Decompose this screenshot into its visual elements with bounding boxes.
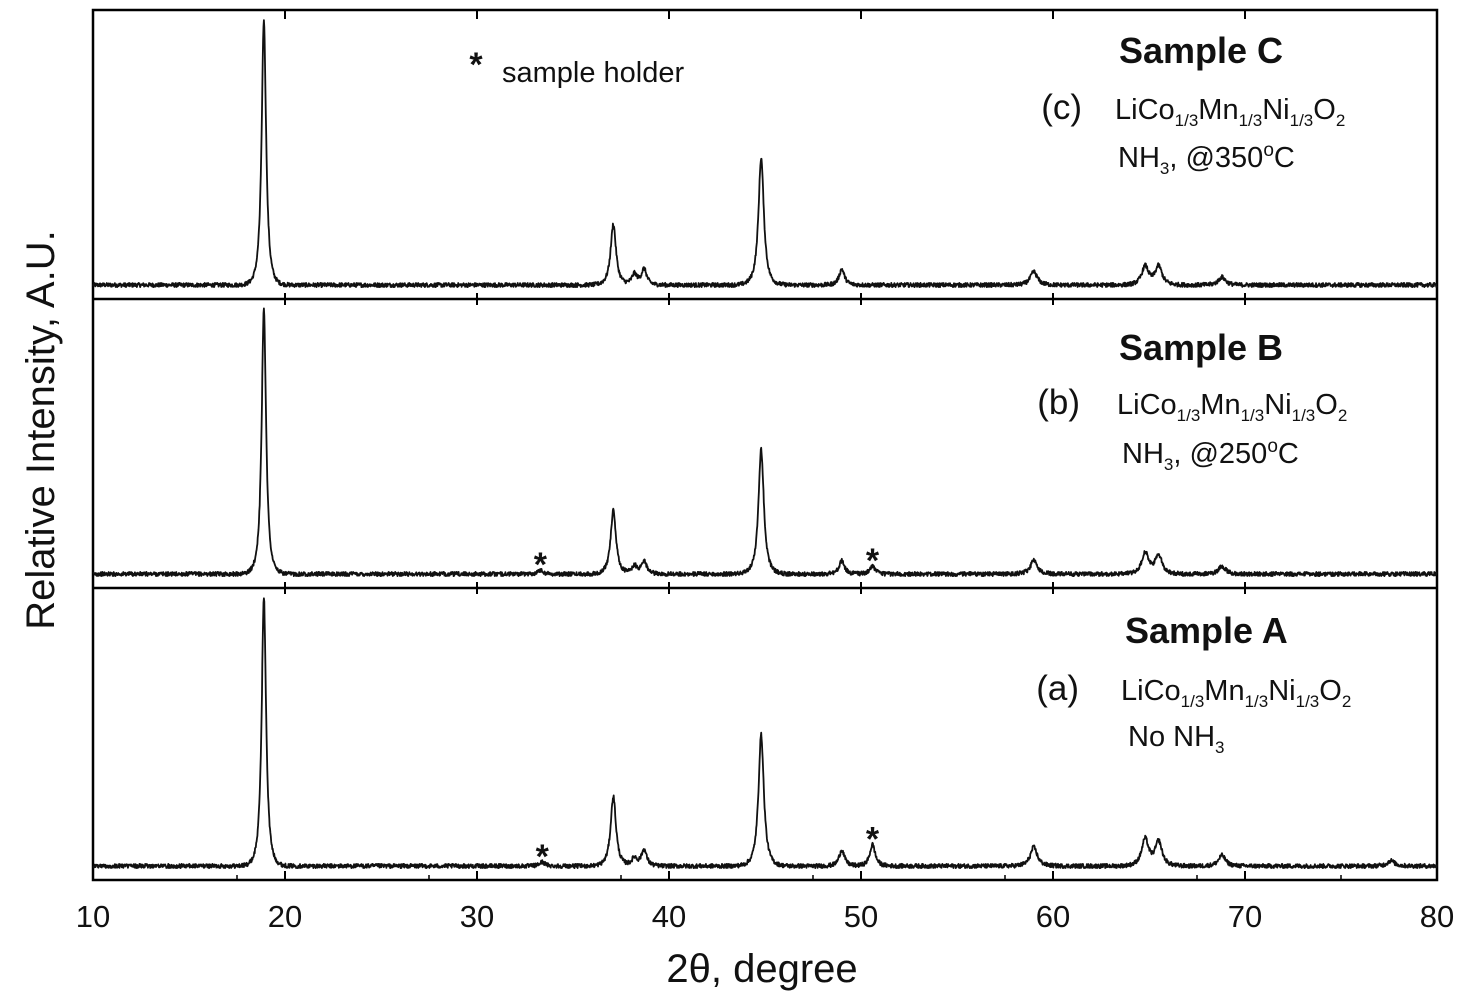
x-tick-label: 50 <box>844 899 878 934</box>
legend-text: sample holder <box>502 57 684 89</box>
subscript: 1/3 <box>1296 692 1320 711</box>
text-run: Ni <box>1262 94 1289 126</box>
legend-marker: * <box>469 46 483 84</box>
x-tick-label: 40 <box>652 899 686 934</box>
subscript: 1/3 <box>1175 111 1199 130</box>
series-trace-b <box>92 307 1438 577</box>
subscript: 2 <box>1338 406 1347 425</box>
panel-formula: LiCo1/3Mn1/3Ni1/3O2 <box>1115 94 1345 130</box>
panel-title: Sample A <box>1125 610 1288 651</box>
panel-letter: (b) <box>1037 383 1080 422</box>
text-run: No NH <box>1128 721 1215 753</box>
sample-holder-marker: * <box>534 546 548 584</box>
subscript: 2 <box>1342 692 1351 711</box>
subscript: 3 <box>1164 455 1173 474</box>
subscript: 1/3 <box>1290 111 1314 130</box>
text-run: LiCo <box>1115 94 1175 126</box>
text-run: C <box>1278 438 1299 470</box>
subscript: 1/3 <box>1239 111 1263 130</box>
text-run: O <box>1313 94 1336 126</box>
panel-condition: NH3, @350oC <box>1118 140 1295 178</box>
panel-letter: (a) <box>1036 669 1079 708</box>
y-axis-title: Relative Intensity, A.U. <box>19 230 63 629</box>
panel-letter: (c) <box>1041 88 1082 127</box>
text-run: O <box>1319 675 1342 707</box>
text-run: Mn <box>1198 94 1238 126</box>
text-run: LiCo <box>1117 389 1177 421</box>
plot-frame <box>91 8 1439 882</box>
sample-holder-marker: * <box>866 821 880 859</box>
panel-title: Sample B <box>1119 327 1283 368</box>
x-tick-label: 30 <box>460 899 494 934</box>
subscript: 1/3 <box>1245 692 1269 711</box>
panel-condition: NH3, @250oC <box>1122 436 1299 474</box>
panel-title: Sample C <box>1119 30 1283 71</box>
subscript: 1/3 <box>1181 692 1205 711</box>
subscript: 1/3 <box>1292 406 1316 425</box>
text-run: O <box>1315 389 1338 421</box>
legend: * sample holder <box>469 46 684 89</box>
text-run: , @250 <box>1173 438 1267 470</box>
subscript: 3 <box>1215 738 1224 757</box>
x-tick-label: 80 <box>1420 899 1454 934</box>
series-trace-c <box>92 19 1438 288</box>
x-tick-label: 20 <box>268 899 302 934</box>
text-run: Ni <box>1268 675 1295 707</box>
superscript: o <box>1263 140 1274 161</box>
subscript: 2 <box>1336 111 1345 130</box>
panel-condition: No NH3 <box>1128 721 1224 757</box>
x-axis-title: 2θ, degree <box>666 947 857 991</box>
subscript: 1/3 <box>1177 406 1201 425</box>
x-axis-ticks: 10 20 30 40 50 60 70 80 <box>76 10 1454 934</box>
x-tick-label: 10 <box>76 899 110 934</box>
sample-holder-marker: * <box>866 542 880 580</box>
text-run: Mn <box>1204 675 1244 707</box>
subscript: 1/3 <box>1241 406 1265 425</box>
subscript: 3 <box>1160 159 1169 178</box>
panel-formula: LiCo1/3Mn1/3Ni1/3O2 <box>1121 675 1351 711</box>
text-run: C <box>1274 142 1295 174</box>
x-tick-label: 70 <box>1228 899 1262 934</box>
superscript: o <box>1267 436 1278 457</box>
text-run: NH <box>1122 438 1164 470</box>
text-run: NH <box>1118 142 1160 174</box>
series-trace-a <box>92 597 1438 869</box>
sample-holder-marker: * <box>536 838 550 876</box>
text-run: , @350 <box>1169 142 1263 174</box>
x-tick-label: 60 <box>1036 899 1070 934</box>
plot-border <box>91 8 1439 882</box>
text-run: Mn <box>1200 389 1240 421</box>
panel-formula: LiCo1/3Mn1/3Ni1/3O2 <box>1117 389 1347 425</box>
text-run: LiCo <box>1121 675 1181 707</box>
text-run: Ni <box>1264 389 1291 421</box>
traces: * * * * <box>92 19 1438 876</box>
